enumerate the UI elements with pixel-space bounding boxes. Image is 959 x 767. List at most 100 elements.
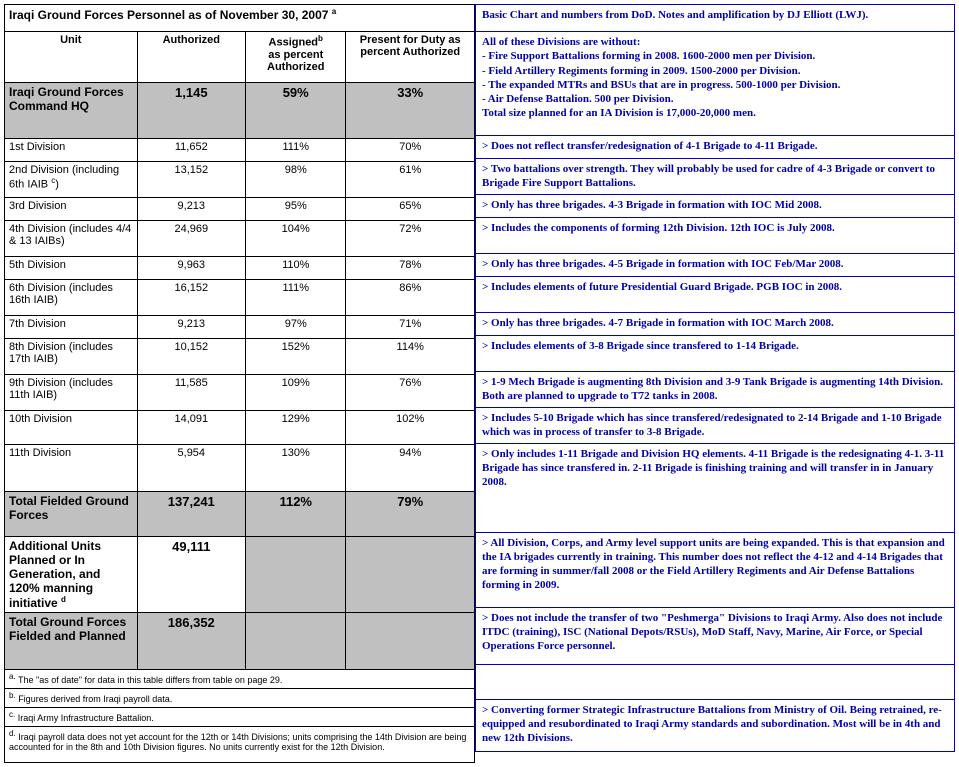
assign: 109% [246,375,346,411]
note-row: > Includes elements of future Presidenti… [476,277,955,313]
note: > Does not include the transfer of two "… [476,607,955,664]
note-row: > Only includes 1-11 Brigade and Divisio… [476,443,955,532]
unit: 7th Division [5,316,138,339]
assign: 130% [246,445,346,492]
note-row: > Only has three brigades. 4-7 Brigade i… [476,313,955,336]
col-unit: Unit [5,32,138,83]
footnote: b. Figures derived from Iraqi payroll da… [5,689,475,708]
auth: 137,241 [137,492,245,537]
note: > Includes the components of forming 12t… [476,218,955,254]
pres: 71% [346,316,475,339]
table-row: 11th Division 5,954 130% 94% [5,445,475,492]
right-column: Basic Chart and numbers from DoD. Notes … [475,4,955,763]
pres: 70% [346,139,475,162]
unit: 5th Division [5,257,138,280]
unit: Total Fielded Ground Forces [5,492,138,537]
footnote: c. Iraqi Army Infrastructure Battalion. [5,708,475,727]
note: > Does not reflect transfer/redesignatio… [476,136,955,159]
notes-table: Basic Chart and numbers from DoD. Notes … [475,4,955,752]
blank [346,537,475,613]
footnote: a. The "as of date" for data in this tab… [5,670,475,689]
table-row: 2nd Division (including 6th IAIB c) 13,1… [5,162,475,198]
note: > All Division, Corps, and Army level su… [476,532,955,607]
auth: 11,585 [137,375,245,411]
pres: 79% [346,492,475,537]
assign: 104% [246,221,346,257]
unit: 2nd Division (including 6th IAIB c) [5,162,138,198]
table-title: Iraqi Ground Forces Personnel as of Nove… [5,5,475,32]
note-row: > Only has three brigades. 4-3 Brigade i… [476,195,955,218]
assign: 97% [246,316,346,339]
fn-text: Iraqi payroll data does not yet account … [9,732,466,752]
table-row: 7th Division 9,213 97% 71% [5,316,475,339]
blank [246,537,346,613]
unit: 4th Division (includes 4/4 & 13 IAIBs) [5,221,138,257]
assign: 98% [246,162,346,198]
footnote-row: b. Figures derived from Iraqi payroll da… [5,689,475,708]
left-column: Iraqi Ground Forces Personnel as of Nove… [4,4,475,763]
note: > Only has three brigades. 4-7 Brigade i… [476,313,955,336]
unit: 9th Division (includes 11th IAIB) [5,375,138,411]
auth: 9,213 [137,316,245,339]
note-row: > Includes the components of forming 12t… [476,218,955,254]
pres: 76% [346,375,475,411]
pres: 114% [346,339,475,375]
note-intro: All of these Divisions are without: - Fi… [476,32,955,136]
pres: 72% [346,221,475,257]
fn-text: Iraqi Army Infrastructure Battalion. [18,713,154,723]
note: > Two battalions over strength. They wil… [476,159,955,195]
col-authorized: Authorized [137,32,245,83]
note: > 1-9 Mech Brigade is augmenting 8th Div… [476,372,955,408]
auth: 9,963 [137,257,245,280]
fn-sup: a. [9,672,16,681]
cmdhq-pres: 33% [346,83,475,139]
additional-row: Additional Units Planned or In Generatio… [5,537,475,613]
cmdhq-row: Iraqi Ground Forces Command HQ 1,145 59%… [5,83,475,139]
footnote-row: c. Iraqi Army Infrastructure Battalion. [5,708,475,727]
unit: 1st Division [5,139,138,162]
assigned-sub: as percent Authorized [267,49,324,73]
assign: 112% [246,492,346,537]
assigned-label: Assigned [269,37,319,49]
note-row: > Includes 5-10 Brigade which has since … [476,408,955,444]
note: > Only has three brigades. 4-3 Brigade i… [476,195,955,218]
pres: 94% [346,445,475,492]
note: > Only includes 1-11 Brigade and Divisio… [476,443,955,532]
pres: 86% [346,280,475,316]
auth: 5,954 [137,445,245,492]
fn-sup: c. [9,710,15,719]
col-assigned: Assignedb as percent Authorized [246,32,346,83]
note-blank-row [476,664,955,699]
auth: 13,152 [137,162,245,198]
assign: 111% [246,280,346,316]
unit: 8th Division (includes 17th IAIB) [5,339,138,375]
assign: 95% [246,198,346,221]
title-row: Iraqi Ground Forces Personnel as of Nove… [5,5,475,32]
col-present: Present for Duty as percent Authorized [346,32,475,83]
unit-text: 2nd Division (including 6th IAIB [9,164,119,191]
table-row: 6th Division (includes 16th IAIB) 16,152… [5,280,475,316]
auth: 14,091 [137,411,245,445]
note: > Includes elements of 3-8 Brigade since… [476,336,955,372]
add-text: Additional Units Planned or In Generatio… [9,539,101,610]
pres: 65% [346,198,475,221]
table-row: 3rd Division 9,213 95% 65% [5,198,475,221]
pres: 61% [346,162,475,198]
note-row: > Does not include the transfer of two "… [476,607,955,664]
note-row: > Two battalions over strength. They wil… [476,159,955,195]
table-row: 4th Division (includes 4/4 & 13 IAIBs) 2… [5,221,475,257]
auth: 186,352 [137,613,245,670]
layout-container: Iraqi Ground Forces Personnel as of Nove… [4,4,955,763]
unit: Additional Units Planned or In Generatio… [5,537,138,613]
auth: 9,213 [137,198,245,221]
note-foot-row: > Converting former Strategic Infrastruc… [476,699,955,751]
note: > Only has three brigades. 4-5 Brigade i… [476,254,955,277]
fn-sup: d. [9,729,16,738]
unit: Total Ground Forces Fielded and Planned [5,613,138,670]
footnote: d. Iraqi payroll data does not yet accou… [5,727,475,763]
personnel-table: Iraqi Ground Forces Personnel as of Nove… [4,4,475,763]
footnote-row: d. Iraqi payroll data does not yet accou… [5,727,475,763]
header-row: Unit Authorized Assignedb as percent Aut… [5,32,475,83]
table-row: 10th Division 14,091 129% 102% [5,411,475,445]
blank [346,613,475,670]
